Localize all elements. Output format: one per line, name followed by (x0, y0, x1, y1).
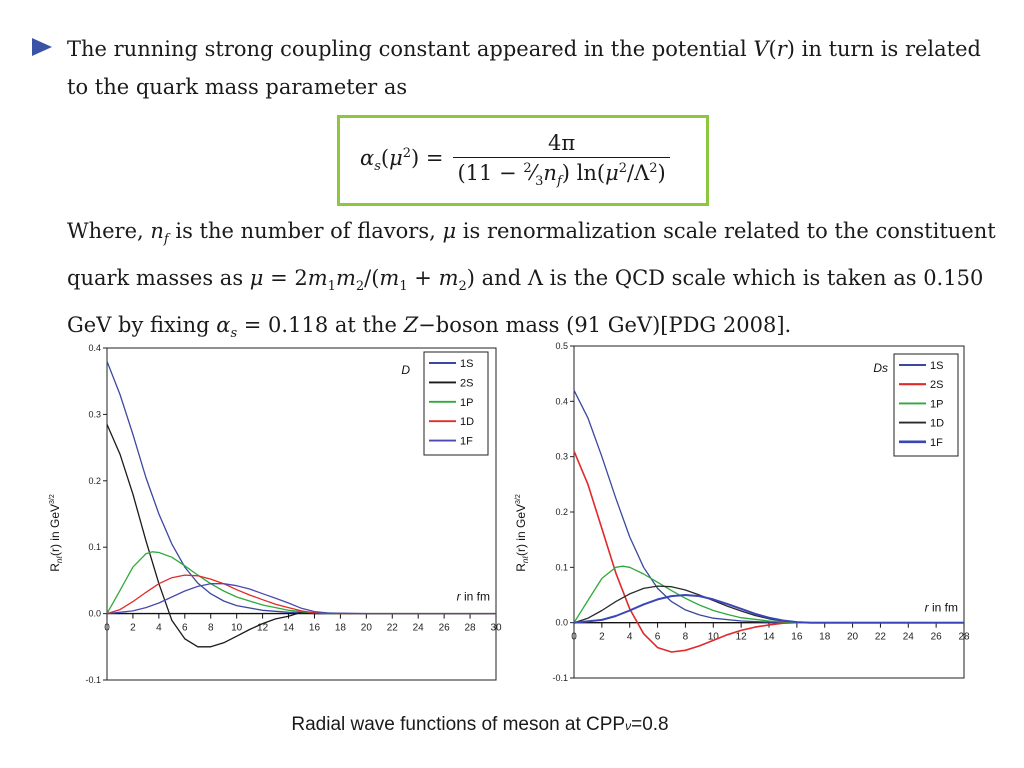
chart-d-series-2s (106, 424, 496, 648)
chart-d-ytick-label: -0.1 (85, 675, 101, 685)
caption-value: =0.8 (631, 714, 669, 735)
chart-d-series-1p (106, 551, 496, 615)
chart-d-legend-label-1d: 1D (460, 416, 474, 428)
chart-ds-ytick-label: -0.1 (552, 673, 568, 683)
chart-ds-xtick-label: 12 (736, 632, 748, 643)
chart-ds-xtick-label: 20 (847, 632, 859, 643)
chart-ds-ytick-label: 0.5 (555, 341, 568, 351)
chart-ds-series-2s (573, 450, 964, 653)
chart-ds-xtick-label: 18 (819, 632, 831, 643)
chart-ds-xtick-label: 6 (655, 632, 661, 643)
chart-d-legend-label-1s: 1S (460, 358, 473, 370)
chart-d-legend-label-2s: 2S (460, 377, 473, 389)
chart-d-plot-frame (106, 347, 497, 681)
chart-ds-xtick-label: 16 (791, 632, 803, 643)
coupling-formula: αs(μ2) = 4π (11 − 2⁄3nf) ln(μ2/Λ2) (360, 118, 670, 203)
chart-d-series-1f (106, 583, 496, 615)
formula-numerator: 4π (548, 131, 576, 156)
where-line-3: GeV by fixing αs = 0.118 at the Z−boson … (67, 313, 792, 342)
chart-ds-legend-box (893, 353, 959, 457)
chart-ds-yaxis-label: Rnℓ(r) in GeV3/2 (514, 494, 530, 572)
chart-d-xtick-label: 12 (257, 623, 269, 634)
chart-ds-legend-label-1s: 1S (930, 360, 943, 372)
formula-denominator: (11 − 2⁄3nf) ln(μ2/Λ2) (453, 157, 670, 190)
chart-d-xtick-label: 20 (361, 623, 373, 634)
chart-d-xtick-label: 26 (439, 623, 451, 634)
chart-d-xtick-label: 14 (283, 623, 295, 634)
chart-d-yaxis-label: Rnℓ(r) in GeV3/2 (48, 494, 64, 572)
chart-d-xtick-label: 2 (130, 623, 136, 634)
chart-ds-xtick-label: 2 (599, 632, 605, 643)
intro-line-2: to the quark mass parameter as (67, 75, 408, 99)
chart-ds-legend-label-2s: 2S (930, 379, 943, 391)
chart-d-xtick-label: 24 (413, 623, 425, 634)
chart-ds-xtick-label: 8 (683, 632, 689, 643)
chart-ds-ytick-label: 0.4 (555, 396, 568, 406)
chart-d-xtick-label: 30 (490, 623, 502, 634)
chart-d-xtick-label: 0 (104, 623, 110, 634)
formula-lhs: αs(μ2) = (360, 146, 444, 175)
chart-ds-xtick-label: 28 (958, 632, 970, 643)
chart-ds-series-1f (573, 594, 964, 624)
where-paragraph: Where, nf is the number of flavors, μ is… (67, 212, 1002, 354)
chart-d-xtick-label: 4 (156, 623, 162, 634)
bullet-arrow-icon (32, 38, 52, 56)
chart-ds-xtick-label: 14 (763, 632, 775, 643)
chart-ds-legend-label-1d: 1D (930, 418, 944, 430)
chart-d-radial-wavefunctions: -0.10.00.10.20.30.40 2 4 6 8 10 12 14 16 18 20 22 24… (48, 343, 502, 685)
chart-d-xtick-label: 10 (231, 623, 243, 634)
where-line-1: Where, nf is the number of flavors, μ is… (67, 219, 996, 248)
chart-d-legend-label-1p: 1P (460, 397, 473, 409)
formula-fraction: 4π (11 − 2⁄3nf) ln(μ2/Λ2) (453, 131, 670, 190)
chart-d-ytick-label: 0.4 (88, 343, 101, 353)
chart-d-legend-label-1f: 1F (460, 436, 473, 448)
chart-ds-xtick-label: 0 (571, 632, 577, 643)
chart-ds-xtick-label: 22 (875, 632, 887, 643)
chart-d-xaxis-label: r in fm (457, 589, 490, 603)
intro-paragraph: The running strong coupling constant app… (67, 30, 997, 106)
chart-ds-ytick-label: 0.1 (555, 562, 568, 572)
chart-ds-ytick-label: 0.0 (555, 618, 568, 628)
chart-ds-xtick-label: 24 (903, 632, 915, 643)
chart-d-ytick-label: 0.0 (88, 609, 101, 619)
chart-d-xtick-label: 6 (182, 623, 188, 634)
chart-d-xtick-label: 8 (208, 623, 214, 634)
chart-ds-xaxis-label: r in fm (925, 601, 958, 615)
chart-ds-series-1p (573, 565, 964, 624)
chart-ds-legend-label-1f: 1F (930, 437, 943, 449)
chart-d-xtick-label: 22 (387, 623, 399, 634)
chart-ds-radial-wavefunctions: -0.10.00.10.20.30.40.50 2 4 6 8 10 12 14 16 18 20 2… (514, 341, 970, 683)
chart-ds-xtick-label: 4 (627, 632, 633, 643)
chart-ds-series-1s (573, 390, 964, 624)
figure-caption: Radial wave functions of meson at CPPν=0… (0, 714, 960, 736)
chart-d-ytick-label: 0.3 (88, 409, 101, 419)
chart-d-ytick-label: 0.1 (88, 542, 101, 552)
chart-d-xtick-label: 16 (309, 623, 321, 634)
chart-d-ytick-label: 0.2 (88, 476, 101, 486)
chart-ds-legend-label-1p: 1P (930, 398, 943, 410)
where-line-2: quark masses as μ = 2m1m2/(m1 + m2) and … (67, 266, 984, 295)
chart-ds-ytick-label: 0.3 (555, 452, 568, 462)
chart-d-legend-box (423, 351, 489, 456)
chart-d-xtick-label: 18 (335, 623, 347, 634)
chart-d-xtick-label: 28 (465, 623, 477, 634)
chart-d-panel-label: D (401, 363, 410, 377)
formula-box: αs(μ2) = 4π (11 − 2⁄3nf) ln(μ2/Λ2) (337, 115, 709, 206)
chart-ds-xtick-label: 26 (931, 632, 943, 643)
chart-ds-xtick-label: 10 (708, 632, 720, 643)
intro-line-1: The running strong coupling constant app… (67, 37, 981, 61)
caption-main: Radial wave functions of meson at CPP (291, 714, 626, 735)
caption-subscript: ν (625, 719, 632, 733)
chart-ds-ytick-label: 0.2 (555, 507, 568, 517)
chart-ds-panel-label: Ds (873, 361, 888, 375)
